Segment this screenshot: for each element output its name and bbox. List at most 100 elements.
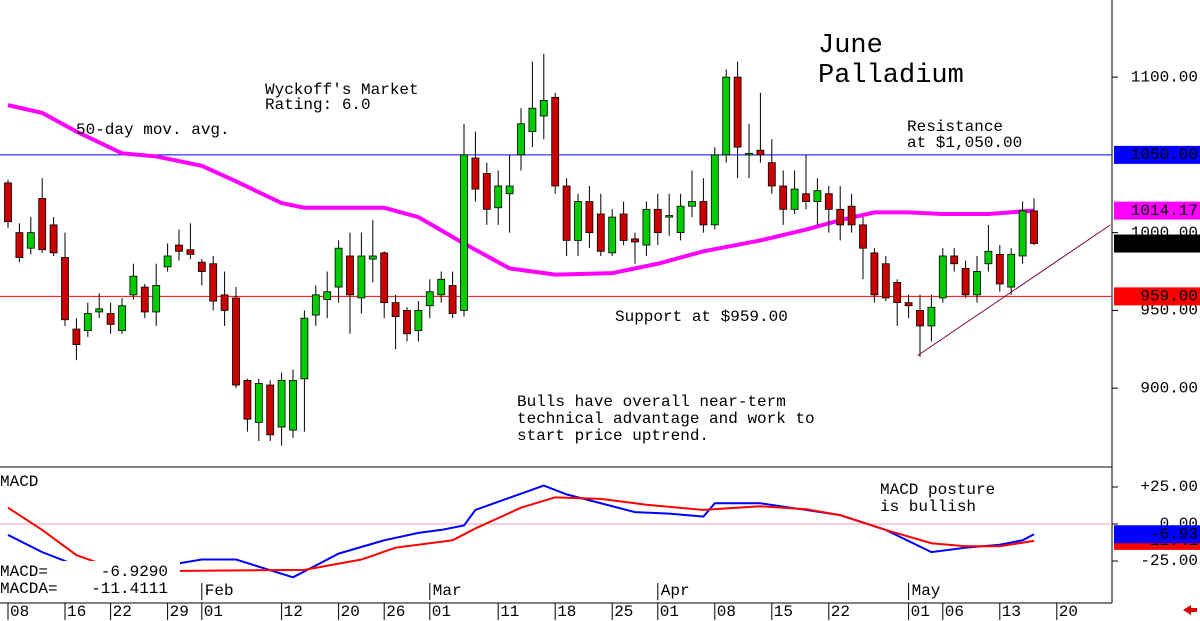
- comment-note: technical advantage and work to: [517, 410, 815, 428]
- candle-body: [243, 379, 252, 420]
- level-label: 993.00: [1140, 235, 1198, 253]
- month-label: Feb: [205, 582, 234, 600]
- readout-label: MACDA=: [0, 580, 58, 598]
- candle-body: [391, 302, 400, 318]
- candle-body: [197, 261, 206, 272]
- candle-body: [368, 255, 377, 260]
- candle-body: [277, 379, 286, 428]
- candle-body: [1030, 210, 1038, 244]
- candle-body: [152, 285, 161, 313]
- candle-body: [209, 263, 218, 302]
- candle-body: [118, 305, 126, 332]
- candle-body: [824, 193, 833, 210]
- candle-body: [562, 185, 571, 241]
- readout-value: -6.9290: [101, 563, 168, 581]
- comment-note: start price uptrend.: [517, 427, 709, 445]
- y-tick-label: 1100.00: [1131, 68, 1198, 86]
- level-box: [1114, 145, 1200, 164]
- x-tick-label: 16: [67, 603, 86, 621]
- candle-body: [653, 208, 662, 234]
- macd-note: is bullish: [880, 498, 976, 516]
- candle-body: [334, 247, 343, 288]
- month-label: May: [912, 582, 941, 600]
- x-tick-label: 26: [386, 603, 405, 621]
- candle-body: [482, 173, 491, 210]
- candle-body: [847, 205, 856, 226]
- level-box: [1114, 234, 1200, 253]
- candle-body: [289, 379, 297, 431]
- candle-body: [83, 313, 92, 332]
- candle-body: [688, 201, 696, 207]
- candle-body: [129, 275, 138, 296]
- x-tick-label: 01: [660, 603, 679, 621]
- ma-label: 50-day mov. avg.: [76, 121, 230, 139]
- x-tick-label: 29: [170, 603, 189, 621]
- level-label: 1050.00: [1131, 146, 1198, 164]
- candle-body: [767, 162, 776, 187]
- x-tick-label: 15: [774, 603, 793, 621]
- candle-body: [186, 249, 195, 255]
- x-tick-label: 08: [10, 603, 29, 621]
- candle-body: [266, 384, 275, 436]
- candle-body: [676, 205, 685, 234]
- candle-body: [539, 100, 548, 117]
- x-tick-label: 20: [1059, 603, 1078, 621]
- candle-body: [596, 213, 605, 252]
- candle-body: [380, 252, 389, 304]
- candle-body: [950, 255, 959, 265]
- candle-body: [813, 190, 822, 202]
- candle-body: [494, 185, 503, 209]
- candle-body: [300, 317, 309, 380]
- x-tick-label: 12: [284, 603, 303, 621]
- candle-body: [585, 201, 594, 234]
- candle-body: [357, 255, 366, 299]
- candle-body: [836, 208, 845, 226]
- candle-body: [710, 154, 719, 226]
- y-tick-label: 950.00: [1140, 302, 1198, 320]
- x-tick-label: 06: [945, 603, 964, 621]
- candle-body: [881, 263, 890, 299]
- x-tick-label: 18: [557, 603, 576, 621]
- candle-body: [346, 255, 354, 296]
- candle-body: [437, 278, 446, 296]
- candle-body: [471, 157, 480, 190]
- candle-body: [779, 185, 788, 210]
- candle-body: [448, 285, 457, 314]
- candle-body: [72, 328, 81, 346]
- macd-note: MACD posture: [880, 481, 995, 499]
- candle-body: [175, 244, 183, 252]
- x-tick-label: 13: [1002, 603, 1021, 621]
- x-tick-label: 22: [113, 603, 132, 621]
- chart-title: Palladium: [818, 61, 964, 91]
- x-tick-label: 01: [911, 603, 930, 621]
- macd-line: [7, 496, 1035, 573]
- resistance-note: Resistance: [907, 118, 1003, 136]
- x-tick-label: 25: [614, 603, 633, 621]
- candle-body: [893, 282, 902, 304]
- level-label: 1014.17: [1131, 202, 1198, 220]
- rating-note: Wyckoff's Market: [265, 81, 419, 99]
- candle-body: [745, 152, 753, 156]
- candle-body: [106, 313, 115, 325]
- readout-box: [0, 561, 180, 602]
- candle-body: [1007, 254, 1016, 288]
- candle-body: [973, 271, 981, 296]
- candle-body: [460, 154, 468, 311]
- candle-body: [722, 76, 731, 156]
- candle-body: [756, 149, 765, 156]
- panel-title: MACD: [0, 473, 38, 491]
- candle-body: [403, 310, 411, 335]
- candle-body: [517, 123, 525, 156]
- candle-body: [904, 302, 913, 307]
- candle-body: [163, 255, 172, 268]
- candle-body: [95, 308, 104, 313]
- candle-body: [4, 182, 12, 223]
- x-tick-label: 01: [204, 603, 223, 621]
- level-label: -6.93: [1150, 525, 1198, 543]
- y-tick-label: 900.00: [1140, 379, 1198, 397]
- candle-body: [961, 268, 970, 296]
- candle-body: [608, 216, 617, 254]
- candle-body: [699, 201, 708, 226]
- candle-body: [505, 185, 514, 195]
